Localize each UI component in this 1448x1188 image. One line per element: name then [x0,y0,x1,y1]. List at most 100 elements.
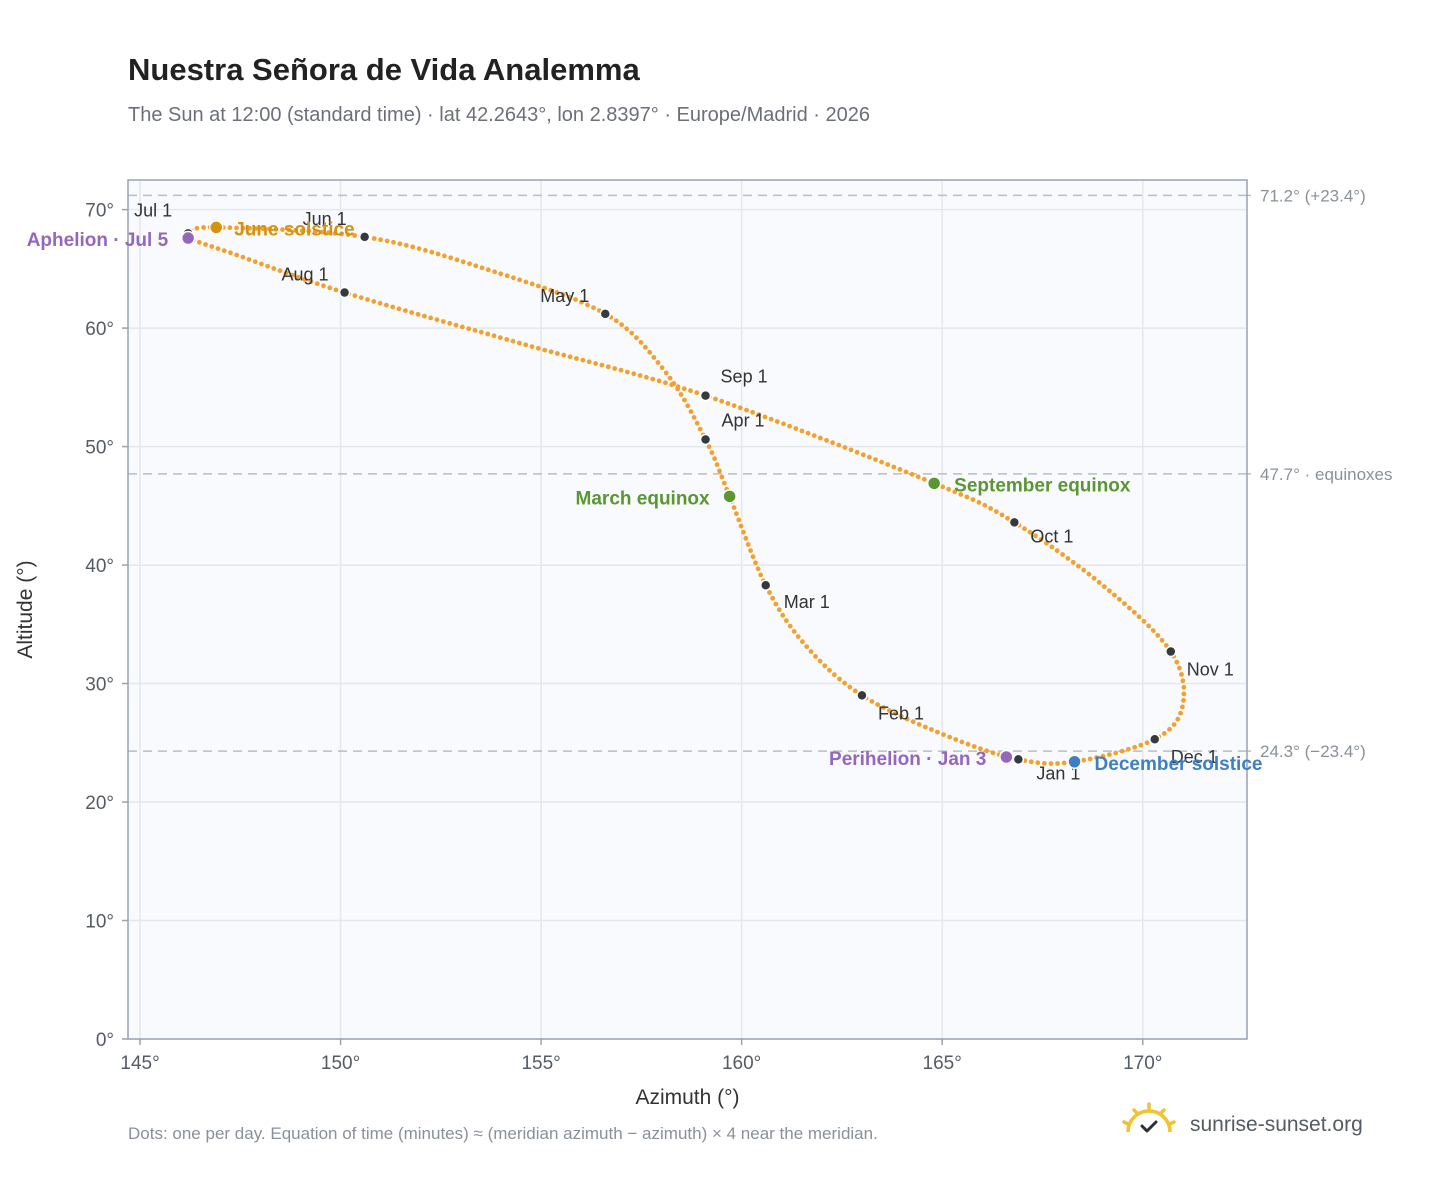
daily-sun-dot [793,426,799,431]
daily-sun-dot [396,306,402,312]
daily-sun-dot [371,299,377,304]
month-marker-label: Oct 1 [1030,526,1073,546]
daily-sun-dot [1141,618,1147,624]
daily-sun-dot [428,315,434,321]
daily-sun-dot [201,225,207,230]
daily-sun-dot [390,304,396,310]
daily-sun-dot [706,444,712,450]
daily-sun-dot [460,259,466,265]
daily-sun-dot [454,257,460,263]
daily-sun-dot [678,392,684,397]
daily-sun-dot [339,231,344,237]
daily-sun-dot [548,349,554,355]
daily-sun-dot [612,366,618,371]
daily-sun-dot [873,457,878,462]
brand-logo[interactable]: sunrise-sunset.org [1120,1102,1390,1146]
x-tick-label: 170° [1123,1053,1162,1074]
sun-logo-icon [1122,1102,1176,1133]
daily-sun-dot [795,634,801,639]
daily-sun-dot [891,464,897,470]
daily-sun-dot [714,462,720,468]
daily-sun-dot [313,229,318,235]
daily-sun-dot [384,238,390,244]
daily-sun-dot [466,326,472,332]
daily-sun-dot [410,244,416,250]
x-axis-label: Azimuth (°) [635,1086,739,1109]
daily-sun-dot [497,335,503,340]
daily-sun-dot [737,405,743,411]
daily-sun-dot [319,229,325,235]
daily-sun-dot [719,474,725,480]
daily-sun-dot [748,548,753,553]
daily-sun-dot [897,467,903,472]
month-marker-label: Aug 1 [282,265,329,285]
footnote: Dots: one per day. Equation of time (min… [128,1124,878,1143]
daily-sun-dot [916,722,922,727]
daily-sun-dot [808,649,814,654]
daily-sun-dot [756,412,762,417]
daily-sun-dot [910,719,916,725]
daily-sun-dot [781,421,786,427]
event-label: Aphelion · Jul 5 [27,230,169,251]
daily-sun-dot [1180,704,1185,710]
month-marker [1165,645,1177,658]
daily-sun-dot [440,319,446,324]
daily-sun-dot [423,248,428,253]
x-tick-label: 165° [923,1053,962,1074]
daily-sun-dot [875,702,881,707]
daily-sun-dot [459,324,465,330]
daily-sun-dot [227,225,233,231]
daily-sun-dot [940,484,945,490]
daily-sun-dot [909,471,915,477]
daily-sun-dot [694,390,700,396]
daily-sun-dot [240,225,246,231]
daily-sun-dot [1101,584,1107,589]
daily-sun-dot [435,251,441,257]
daily-sun-dot [306,228,312,234]
daily-sun-dot [854,449,860,455]
daily-sun-dot [768,416,774,422]
month-marker [599,308,612,320]
daily-sun-dot [283,270,289,276]
daily-sun-dot [1086,571,1092,577]
month-marker-label: Dec 1 [1171,747,1218,767]
chart-subtitle: The Sun at 12:00 (standard time) · lat 4… [128,104,870,126]
daily-sun-dot [725,401,731,406]
daily-sun-dot [663,380,668,386]
daily-sun-dot [731,505,737,510]
daily-sun-dot [1087,756,1093,762]
daily-sun-dot [511,275,516,281]
daily-sun-dot [1178,710,1183,716]
daily-sun-dot [837,676,842,682]
daily-sun-dot [378,237,383,243]
event-marker [208,220,224,235]
daily-sun-dot [634,335,639,341]
daily-sun-dot [403,308,408,313]
daily-sun-dot [743,535,749,541]
daily-sun-dot [478,329,484,335]
daily-sun-dot [952,489,958,495]
daily-sun-dot [1113,750,1119,756]
daily-sun-dot [959,739,965,745]
daily-sun-dot [1144,740,1150,746]
daily-sun-dot [252,259,258,265]
daily-sun-dot [976,500,982,505]
month-marker-label: Jun 1 [303,209,347,229]
daily-sun-dot [1091,575,1097,581]
daily-sun-dot [688,409,694,414]
daily-sun-dot [247,225,253,231]
daily-sun-dot [560,292,566,298]
daily-sun-dot [1027,529,1033,535]
y-tick-label: 20° [85,793,114,814]
daily-sun-dot [618,367,624,373]
daily-sun-dot [194,225,200,231]
daily-sun-dot [1096,580,1102,585]
daily-sun-dot [827,667,832,673]
month-marker [1008,516,1021,529]
daily-sun-dot [259,261,264,267]
daily-sun-dot [651,355,657,360]
daily-sun-dot [817,658,823,664]
daily-sun-dot [643,344,648,350]
daily-sun-dot [586,359,592,365]
